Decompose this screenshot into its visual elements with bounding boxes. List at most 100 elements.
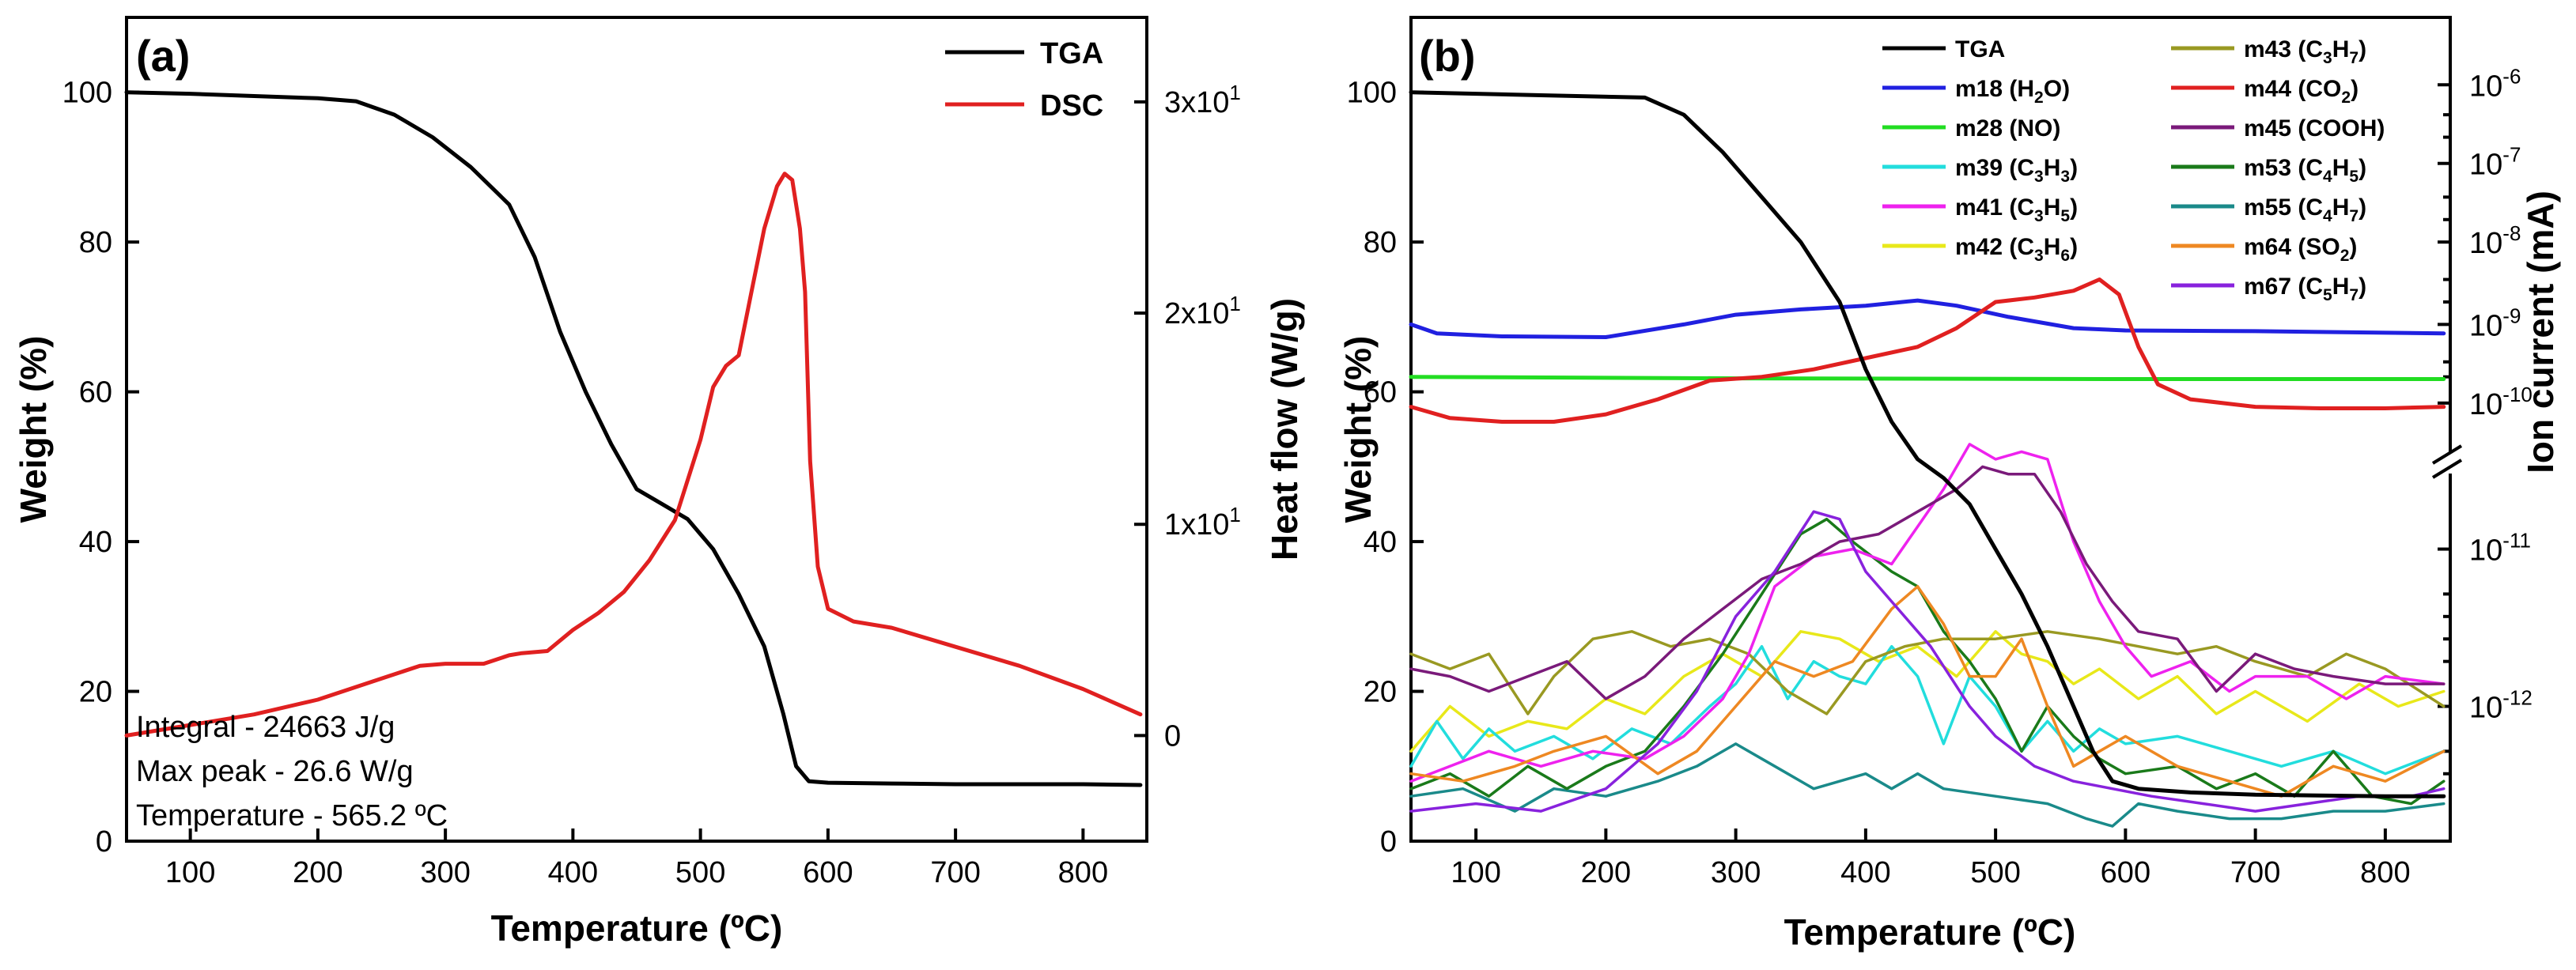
panel-b-label: (b) xyxy=(1419,31,1476,81)
legend-entry: m41 (C3H5) xyxy=(1882,194,2078,225)
panel-b-y-tick-label: 0 xyxy=(1380,825,1397,859)
panel-b-y-tick-label: 100 xyxy=(1347,77,1397,110)
panel-b-x-tick-label: 700 xyxy=(2230,856,2280,889)
panel-b-y-tick-label: 40 xyxy=(1364,526,1397,559)
legend-label: m67 (C5H7) xyxy=(2244,274,2366,304)
legend-label: m42 (C3H6) xyxy=(1955,234,2078,265)
panel-b-x-tick-label: 100 xyxy=(1451,856,1500,889)
panel-b-x-tick-label: 400 xyxy=(1840,856,1890,889)
panel-a-y2-tick-label: 2x101 xyxy=(1164,292,1241,330)
panel-a-series-tga xyxy=(124,90,1143,787)
annotation-temperature: Temperature - 565.2 ºC xyxy=(136,799,448,832)
panel-b-legend: TGA m18 (H2O) m28 (NO) m39 (C3H3) m41 (C3H5)… xyxy=(1882,36,2385,304)
panel-b-series-11 xyxy=(1409,585,2445,798)
legend-label: m53 (C4H5) xyxy=(2244,155,2366,186)
panel-a-y-tick-label: 0 xyxy=(96,825,112,859)
panel-a-y2-tick-label: 1x101 xyxy=(1164,503,1241,542)
right-axis-break xyxy=(2431,444,2463,479)
legend-entry: m67 (C5H7) xyxy=(2171,274,2366,304)
panel-b: 100 200 300 400 500 600 700 800 0 20 40 60 80 100 10-6… xyxy=(1337,16,2561,953)
panel-a: 100 200 300 400 500 600 700 800 0 20 40 60 80 100 0 1x1… xyxy=(13,16,1305,949)
panel-b-y2-tick-label: 10-8 xyxy=(2469,221,2521,260)
panel-b-series-2 xyxy=(1409,375,2446,381)
legend-entry: m43 (C3H7) xyxy=(2171,36,2366,67)
panel-b-y2-tick-label: 10-12 xyxy=(2469,685,2532,724)
panel-b-y2-tick-label: 10-11 xyxy=(2469,529,2531,568)
panel-a-x-tick-label: 400 xyxy=(548,856,598,889)
panel-b-series-3 xyxy=(1409,644,2445,776)
panel-a-annotations: Integral - 24663 J/g Max peak - 26.6 W/g… xyxy=(136,711,448,832)
panel-b-plot-frame xyxy=(1409,16,2452,843)
legend-label: m43 (C3H7) xyxy=(2244,36,2366,67)
legend-entry: TGA xyxy=(1882,36,2005,62)
panel-b-series-9 xyxy=(1409,517,2445,806)
annotation-max-peak: Max peak - 26.6 W/g xyxy=(136,755,414,788)
panel-a-y-tick-label: 40 xyxy=(79,526,112,559)
panel-b-series-12 xyxy=(1409,510,2445,813)
panel-b-x-tick-label: 600 xyxy=(2101,856,2150,889)
panel-a-x-tick-label: 500 xyxy=(675,856,725,889)
panel-b-series-0 xyxy=(1409,90,2446,798)
panel-a-x-tick-label: 600 xyxy=(803,856,853,889)
panel-b-series-10 xyxy=(1409,742,2445,828)
panel-a-x-tick-label: 700 xyxy=(930,856,980,889)
legend-entry: m53 (C4H5) xyxy=(2171,155,2366,186)
panel-a-plot-frame xyxy=(125,16,1148,843)
annotation-integral: Integral - 24663 J/g xyxy=(136,711,395,744)
panel-a-y2-axis-title: Heat flow (W/g) xyxy=(1264,298,1305,560)
legend-entry: m42 (C3H6) xyxy=(1882,234,2078,265)
legend-label: m44 (CO2) xyxy=(2244,76,2358,107)
legend-entry: m64 (SO2) xyxy=(2171,234,2357,265)
panel-a-x-tick-label: 800 xyxy=(1058,856,1108,889)
panel-a-y-tick-label: 80 xyxy=(79,226,112,259)
panel-a-x-tick-label: 300 xyxy=(420,856,470,889)
legend-label: m64 (SO2) xyxy=(2244,234,2357,265)
panel-a-label: (a) xyxy=(136,31,190,81)
legend-entry: m18 (H2O) xyxy=(1882,76,2070,107)
legend-entry: m28 (NO) xyxy=(1882,115,2060,142)
legend-entry: m39 (C3H3) xyxy=(1882,155,2078,186)
legend-label: m55 (C4H7) xyxy=(2244,194,2366,225)
panel-a-y-tick-label: 60 xyxy=(79,376,112,410)
legend-entry: m55 (C4H7) xyxy=(2171,194,2366,225)
panel-b-y-tick-label: 80 xyxy=(1364,226,1397,259)
panel-a-x-tick-label: 100 xyxy=(165,856,215,889)
panel-b-y2-tick-label: 10-6 xyxy=(2469,64,2521,103)
panel-b-x-tick-label: 200 xyxy=(1581,856,1631,889)
panel-b-x-tick-label: 300 xyxy=(1711,856,1761,889)
panel-a-series-dsc xyxy=(124,172,1143,738)
legend-entry: m45 (COOH) xyxy=(2171,115,2385,142)
panel-b-x-tick-label: 800 xyxy=(2360,856,2410,889)
panel-a-y-axis-title: Weight (%) xyxy=(13,336,54,523)
panel-b-series-5 xyxy=(1409,630,2445,753)
panel-b-series-4 xyxy=(1409,443,2445,783)
legend-label: m41 (C3H5) xyxy=(1955,194,2078,225)
panel-b-series-1 xyxy=(1409,298,2446,339)
panel-a-y2-tick-label: 3x101 xyxy=(1164,81,1241,119)
panel-a-x-axis-title: Temperature (ºC) xyxy=(491,908,783,949)
legend-label: TGA xyxy=(1955,36,2005,62)
panel-b-y2-tick-label: 10-10 xyxy=(2469,383,2532,421)
panel-b-y-tick-label: 60 xyxy=(1364,376,1397,410)
panel-b-x-axis-title: Temperature (ºC) xyxy=(1784,911,2076,953)
panel-b-y2-tick-label: 10-9 xyxy=(2469,304,2521,342)
panel-a-y-tick-label: 100 xyxy=(62,77,112,110)
panel-a-y-tick-label: 20 xyxy=(79,676,112,709)
legend-label: m28 (NO) xyxy=(1955,115,2060,142)
panel-b-y2-tick-label: 10-7 xyxy=(2469,143,2521,182)
legend-entry: m44 (CO2) xyxy=(2171,76,2358,107)
legend-dsc-label: DSC xyxy=(1040,89,1103,123)
legend-label: m45 (COOH) xyxy=(2244,115,2385,142)
panel-b-x-tick-label: 500 xyxy=(1970,856,2020,889)
panel-a-x-tick-label: 200 xyxy=(293,856,342,889)
legend-tga-label: TGA xyxy=(1040,37,1103,70)
legend-label: m18 (H2O) xyxy=(1955,76,2070,107)
panel-a-y2-tick-label: 0 xyxy=(1164,719,1181,753)
panel-b-series-7 xyxy=(1409,277,2446,424)
legend-label: m39 (C3H3) xyxy=(1955,155,2078,186)
panel-a-legend: TGA DSC xyxy=(945,37,1103,123)
panel-b-y-axis-title: Weight (%) xyxy=(1337,336,1379,523)
panel-b-y-tick-label: 20 xyxy=(1364,676,1397,709)
panel-b-y2-axis-title: Ion current (mA) xyxy=(2520,191,2561,474)
